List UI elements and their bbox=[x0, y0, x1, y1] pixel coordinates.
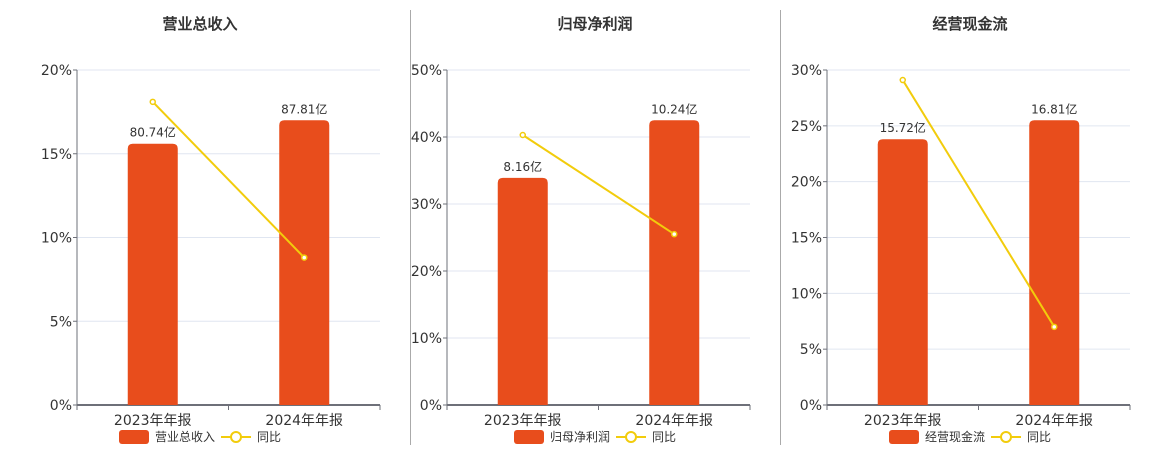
bar[interactable] bbox=[497, 177, 548, 405]
yoy-line bbox=[152, 101, 305, 259]
chart-title: 归母净利润 bbox=[557, 15, 633, 33]
legend-item-bar[interactable]: 归母净利润 bbox=[513, 428, 610, 445]
y-tick-label: 0% bbox=[50, 398, 72, 414]
chart-legend: 归母净利润 同比 bbox=[410, 428, 780, 445]
line-circle-icon bbox=[221, 430, 251, 444]
x-tick-label: 2024年年报 bbox=[265, 413, 343, 429]
y-tick-label: 0% bbox=[420, 398, 442, 414]
yoy-point[interactable] bbox=[671, 230, 678, 238]
chart-panel-revenue: 营业总收入 0% 5% 10% 15% 20% 80.74亿 2023年年报 87.81亿 20… bbox=[0, 0, 400, 450]
x-tick-label: 2023年年报 bbox=[114, 413, 192, 429]
line-circle-icon bbox=[616, 430, 646, 444]
divider bbox=[780, 10, 781, 445]
y-tick-label: 30% bbox=[411, 197, 442, 213]
chart-panel-cash-flow: 经营现金流 0% 5% 10% 15% 20% 25% 30% 15.72亿 2023年年报 16… bbox=[780, 0, 1160, 450]
legend-label: 同比 bbox=[652, 430, 677, 444]
x-tick-label: 2024年年报 bbox=[635, 413, 713, 429]
yoy-point[interactable] bbox=[899, 76, 906, 84]
y-tick-label: 15% bbox=[791, 231, 822, 247]
legend-label: 同比 bbox=[257, 430, 282, 444]
bar-swatch-icon bbox=[118, 429, 149, 444]
y-tick-label: 10% bbox=[41, 231, 72, 247]
chart-plot: 0% 10% 20% 30% 40% 50% 8.16亿 2023年年报 10.24亿 2024年… bbox=[411, 63, 751, 429]
legend-item-line[interactable]: 同比 bbox=[616, 428, 676, 445]
yoy-line bbox=[522, 134, 675, 235]
chart-plot: 0% 5% 10% 15% 20% 25% 30% 15.72亿 2023年年报 16.81亿 20… bbox=[791, 63, 1131, 429]
bar-value-label: 8.16亿 bbox=[503, 159, 542, 174]
bar-value-label: 16.81亿 bbox=[1031, 101, 1077, 116]
x-tick-label: 2023年年报 bbox=[484, 413, 562, 429]
chart-title: 营业总收入 bbox=[162, 15, 238, 33]
bar-value-label: 87.81亿 bbox=[281, 101, 327, 116]
bar[interactable] bbox=[649, 120, 700, 405]
yoy-point[interactable] bbox=[301, 254, 308, 261]
y-tick-label: 5% bbox=[800, 342, 822, 358]
bar[interactable] bbox=[1029, 120, 1080, 405]
y-tick-label: 10% bbox=[791, 286, 822, 302]
chart-legend: 经营现金流 同比 bbox=[780, 428, 1160, 445]
bar-value-label: 80.74亿 bbox=[130, 125, 176, 140]
y-tick-label: 20% bbox=[791, 175, 822, 191]
y-tick-label: 5% bbox=[50, 314, 72, 330]
legend-label: 营业总收入 bbox=[154, 430, 215, 444]
y-tick-label: 20% bbox=[41, 63, 72, 79]
chart-plot: 0% 5% 10% 15% 20% 80.74亿 2023年年报 87.81亿 2024年年报 bbox=[41, 63, 381, 429]
y-tick-label: 20% bbox=[411, 264, 442, 280]
yoy-point[interactable] bbox=[519, 131, 526, 139]
chart-legend: 营业总收入 同比 bbox=[0, 428, 400, 445]
bar[interactable] bbox=[127, 143, 178, 405]
y-tick-label: 50% bbox=[411, 63, 442, 79]
bar-value-label: 15.72亿 bbox=[880, 120, 926, 135]
yoy-line bbox=[901, 79, 1056, 328]
bar-swatch-icon bbox=[513, 429, 544, 444]
x-tick-label: 2024年年报 bbox=[1015, 413, 1093, 429]
y-tick-label: 40% bbox=[411, 130, 442, 146]
legend-label: 归母净利润 bbox=[549, 430, 610, 444]
legend-item-line[interactable]: 同比 bbox=[991, 428, 1051, 445]
y-tick-label: 25% bbox=[791, 119, 822, 135]
legend-item-bar[interactable]: 营业总收入 bbox=[118, 428, 215, 445]
y-tick-label: 0% bbox=[800, 398, 822, 414]
chart-title: 经营现金流 bbox=[932, 15, 1008, 33]
bar-value-label: 10.24亿 bbox=[651, 101, 697, 116]
chart-panel-net-profit: 归母净利润 0% 10% 20% 30% 40% 50% 8.16亿 2023年年报 10.24… bbox=[410, 0, 780, 450]
yoy-point[interactable] bbox=[149, 98, 156, 106]
legend-label: 经营现金流 bbox=[924, 430, 985, 444]
x-tick-label: 2023年年报 bbox=[864, 413, 942, 429]
legend-item-line[interactable]: 同比 bbox=[221, 428, 281, 445]
y-tick-label: 15% bbox=[41, 147, 72, 163]
y-tick-label: 30% bbox=[791, 63, 822, 79]
legend-label: 同比 bbox=[1027, 430, 1052, 444]
legend-item-bar[interactable]: 经营现金流 bbox=[888, 428, 985, 445]
bar[interactable] bbox=[877, 139, 928, 405]
bar[interactable] bbox=[279, 120, 330, 405]
divider bbox=[410, 10, 411, 445]
line-circle-icon bbox=[991, 430, 1021, 444]
yoy-point[interactable] bbox=[1051, 323, 1058, 331]
y-tick-label: 10% bbox=[411, 331, 442, 347]
bar-swatch-icon bbox=[888, 429, 919, 444]
